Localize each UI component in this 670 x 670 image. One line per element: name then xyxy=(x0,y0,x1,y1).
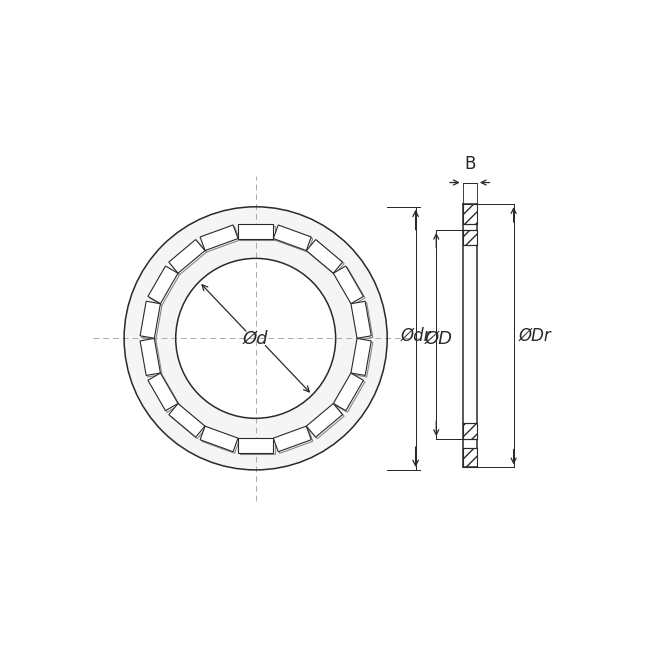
Text: Ødr: Ødr xyxy=(401,327,431,345)
Polygon shape xyxy=(238,224,273,239)
Polygon shape xyxy=(200,225,238,251)
Polygon shape xyxy=(351,338,371,375)
Polygon shape xyxy=(200,426,238,452)
Polygon shape xyxy=(306,403,342,437)
Text: ØD: ØD xyxy=(425,330,453,347)
Polygon shape xyxy=(140,302,160,338)
Polygon shape xyxy=(334,373,363,411)
Polygon shape xyxy=(334,266,363,304)
Bar xyxy=(462,423,477,439)
Polygon shape xyxy=(169,240,205,273)
Text: Ød: Ød xyxy=(243,330,269,347)
Bar xyxy=(462,204,477,224)
Polygon shape xyxy=(140,338,160,375)
Polygon shape xyxy=(148,266,178,304)
Bar xyxy=(462,230,477,245)
Polygon shape xyxy=(306,240,342,273)
Polygon shape xyxy=(148,373,178,411)
Circle shape xyxy=(176,259,336,418)
Polygon shape xyxy=(238,438,273,453)
Polygon shape xyxy=(273,426,312,452)
Text: B: B xyxy=(464,155,476,174)
Polygon shape xyxy=(273,225,312,251)
Circle shape xyxy=(124,207,387,470)
Polygon shape xyxy=(351,302,371,338)
Bar xyxy=(462,448,477,468)
Polygon shape xyxy=(169,403,205,437)
Text: ØDr: ØDr xyxy=(519,327,551,345)
